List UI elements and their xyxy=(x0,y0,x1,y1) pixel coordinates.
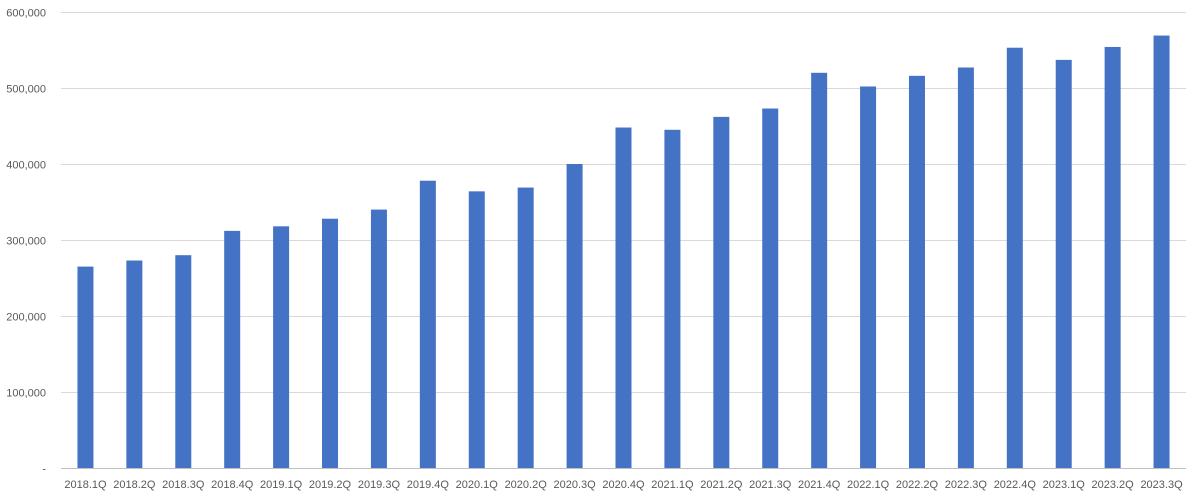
x-tick-label: 2018.4Q xyxy=(211,479,254,491)
x-tick-label: 2023.2Q xyxy=(1092,479,1135,491)
y-tick-label: - xyxy=(42,464,46,476)
x-tick-label: 2018.2Q xyxy=(113,479,156,491)
bar-2018.2Q xyxy=(126,260,143,468)
bar-2018.4Q xyxy=(224,230,241,468)
bar-2023.1Q xyxy=(1055,59,1072,468)
x-tick-label: 2020.4Q xyxy=(602,479,645,491)
bar-2020.1Q xyxy=(468,191,485,469)
y-tick-label: 200,000 xyxy=(6,312,46,324)
bar-2018.3Q xyxy=(175,255,192,468)
x-tick-label: 2018.3Q xyxy=(162,479,205,491)
bar-2020.4Q xyxy=(615,127,632,469)
x-axis-tick-labels: 2018.1Q 2018.2Q 2018.3Q 2018.4Q 2019.1Q 2019.… xyxy=(64,479,1183,491)
x-tick-label: 2018.1Q xyxy=(64,479,107,491)
bar-2022.4Q xyxy=(1006,47,1023,468)
bar-2018.1Q xyxy=(77,266,94,468)
bar-2021.4Q xyxy=(811,72,828,469)
x-tick-label: 2022.1Q xyxy=(847,479,890,491)
bar-2022.1Q xyxy=(860,86,877,468)
x-tick-label: 2022.2Q xyxy=(896,479,939,491)
bar-2023.2Q xyxy=(1104,46,1121,469)
bar-2019.1Q xyxy=(273,226,290,468)
bar-2019.4Q xyxy=(419,180,436,468)
x-tick-label: 2023.3Q xyxy=(1140,479,1183,491)
y-axis-tick-labels: - 100,000 200,000 300,000 400,000 500,000 600,… xyxy=(6,8,46,476)
x-tick-label: 2019.2Q xyxy=(309,479,352,491)
x-tick-label: 2021.3Q xyxy=(749,479,792,491)
bars xyxy=(77,35,1170,469)
y-tick-label: 600,000 xyxy=(6,8,46,20)
y-tick-label: 100,000 xyxy=(6,388,46,400)
y-tick-label: 300,000 xyxy=(6,236,46,248)
bar-2021.2Q xyxy=(713,116,730,468)
x-tick-label: 2022.3Q xyxy=(945,479,988,491)
y-tick-label: 400,000 xyxy=(6,160,46,172)
bar-2022.2Q xyxy=(908,75,925,468)
bar-2019.3Q xyxy=(370,209,387,468)
x-tick-label: 2023.1Q xyxy=(1043,479,1086,491)
bar-2021.3Q xyxy=(762,108,779,469)
x-tick-label: 2020.1Q xyxy=(456,479,499,491)
x-tick-label: 2021.4Q xyxy=(798,479,841,491)
x-tick-label: 2021.2Q xyxy=(700,479,743,491)
x-tick-label: 2019.3Q xyxy=(358,479,401,491)
x-tick-label: 2022.4Q xyxy=(994,479,1037,491)
bar-2019.2Q xyxy=(322,218,339,468)
bar-2023.3Q xyxy=(1153,35,1170,469)
bar-2021.1Q xyxy=(664,129,681,469)
x-tick-label: 2021.1Q xyxy=(651,479,694,491)
bar-2020.2Q xyxy=(517,187,534,468)
bar-2022.3Q xyxy=(957,67,974,468)
x-tick-label: 2019.4Q xyxy=(407,479,450,491)
x-tick-label: 2020.2Q xyxy=(505,479,548,491)
bar-2020.3Q xyxy=(566,164,583,468)
x-tick-label: 2019.1Q xyxy=(260,479,303,491)
y-tick-label: 500,000 xyxy=(6,84,46,96)
x-tick-label: 2020.3Q xyxy=(553,479,596,491)
